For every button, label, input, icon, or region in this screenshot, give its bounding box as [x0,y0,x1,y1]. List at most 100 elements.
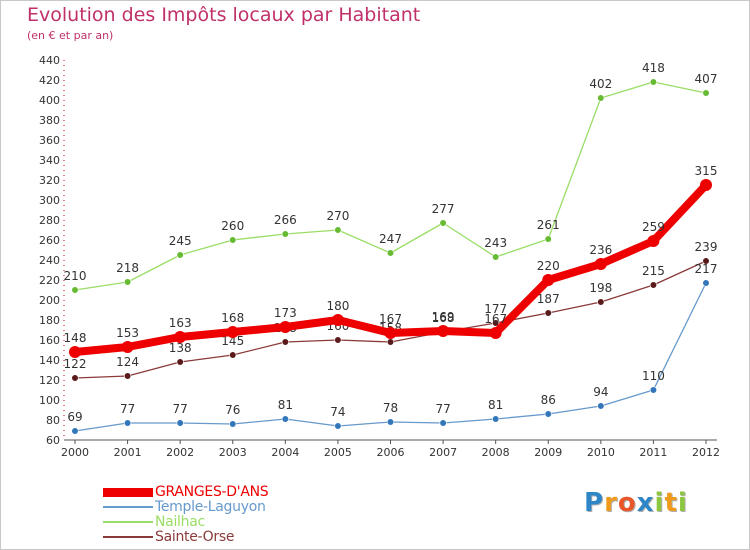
data-point [334,422,342,430]
data-point [71,427,79,435]
legend-label: Temple-Laguyon [155,499,266,515]
data-point [281,338,289,346]
legend-label: Nailhac [155,514,205,530]
y-tick-label: 100 [39,394,60,407]
x-tick-label: 2002 [166,446,194,459]
legend-item-temple-laguyon: Temple-Laguyon [103,499,266,515]
data-point [649,281,658,289]
x-tick-label: 2010 [587,446,615,459]
data-point [334,336,342,344]
data-label: 245 [169,234,192,248]
data-point [492,319,500,327]
data-label: 74 [330,405,345,419]
data-point [174,331,187,343]
data-point [386,418,395,426]
y-tick-label: 220 [39,274,60,287]
data-label: 259 [642,220,665,234]
chart-subtitle: (en € et par an) [27,29,114,42]
data-point [386,338,395,346]
data-point [702,257,710,265]
y-tick-label: 320 [39,174,60,187]
x-tick-label: 2009 [534,446,562,459]
data-label: 243 [484,236,507,250]
data-label: 247 [379,232,402,246]
data-point [439,219,447,227]
data-point [597,298,605,306]
x-tick-label: 2004 [271,446,299,459]
legend-swatch [103,536,153,538]
data-label: 236 [589,243,612,257]
data-point [71,374,79,382]
data-label: 407 [695,72,718,86]
data-point [229,351,237,359]
data-point [123,278,132,286]
data-label: 277 [432,202,455,216]
logo-letter: P [584,488,605,518]
y-tick-label: 300 [39,194,60,207]
data-label: 110 [642,369,665,383]
legend-item-sainte-orse: Sainte-Orse [103,529,234,545]
data-label: 69 [67,410,82,424]
x-tick-label: 2012 [692,446,720,459]
data-label: 168 [432,311,455,325]
data-point [226,326,239,338]
data-label: 77 [120,402,135,416]
data-label: 81 [278,398,293,412]
data-point [544,309,552,317]
data-label: 218 [116,261,139,275]
data-point [544,410,552,418]
x-tick-label: 2008 [482,446,510,459]
y-tick-label: 400 [39,94,60,107]
data-point [281,415,289,423]
data-label: 261 [537,218,560,232]
data-point [176,251,184,259]
data-point [544,235,552,243]
data-label: 94 [593,385,608,399]
y-tick-label: 440 [39,54,60,67]
y-tick-label: 140 [39,354,60,367]
legend-swatch [103,506,153,508]
data-label: 78 [383,401,398,415]
data-point [384,327,397,339]
data-label: 315 [695,164,718,178]
data-point [492,253,500,261]
data-label: 177 [484,302,507,316]
data-label: 217 [695,262,718,276]
data-point [123,419,132,427]
data-point [597,402,605,410]
data-label: 169 [432,310,455,324]
data-point [437,325,450,337]
y-tick-label: 260 [39,234,60,247]
y-tick-label: 420 [39,74,60,87]
data-point [229,236,237,244]
data-point [700,179,712,191]
data-point [597,94,605,102]
y-tick-label: 80 [46,414,60,427]
y-tick-label: 380 [39,114,60,127]
data-point [542,274,555,286]
data-label: 210 [64,269,87,283]
data-point [386,249,395,257]
x-tick-label: 2000 [61,446,89,459]
data-point [121,341,134,353]
legend-swatch [103,521,153,523]
data-label: 239 [695,240,718,254]
data-label: 76 [225,403,240,417]
y-tick-label: 60 [46,434,60,447]
data-label: 167 [379,312,402,326]
data-point [229,420,237,428]
y-tick-label: 280 [39,214,60,227]
data-label: 220 [537,259,560,273]
legend-swatch [103,487,153,497]
data-label: 180 [326,299,349,313]
data-label: 153 [116,326,139,340]
data-point [594,258,607,270]
data-label: 138 [169,341,192,355]
y-tick-label: 120 [39,374,60,387]
y-tick-label: 340 [39,154,60,167]
logo-letter: i [654,488,665,518]
logo-letter: t [664,488,678,518]
data-label: 77 [173,402,188,416]
logo-letter: i [677,488,688,518]
x-tick-label: 2003 [219,446,247,459]
